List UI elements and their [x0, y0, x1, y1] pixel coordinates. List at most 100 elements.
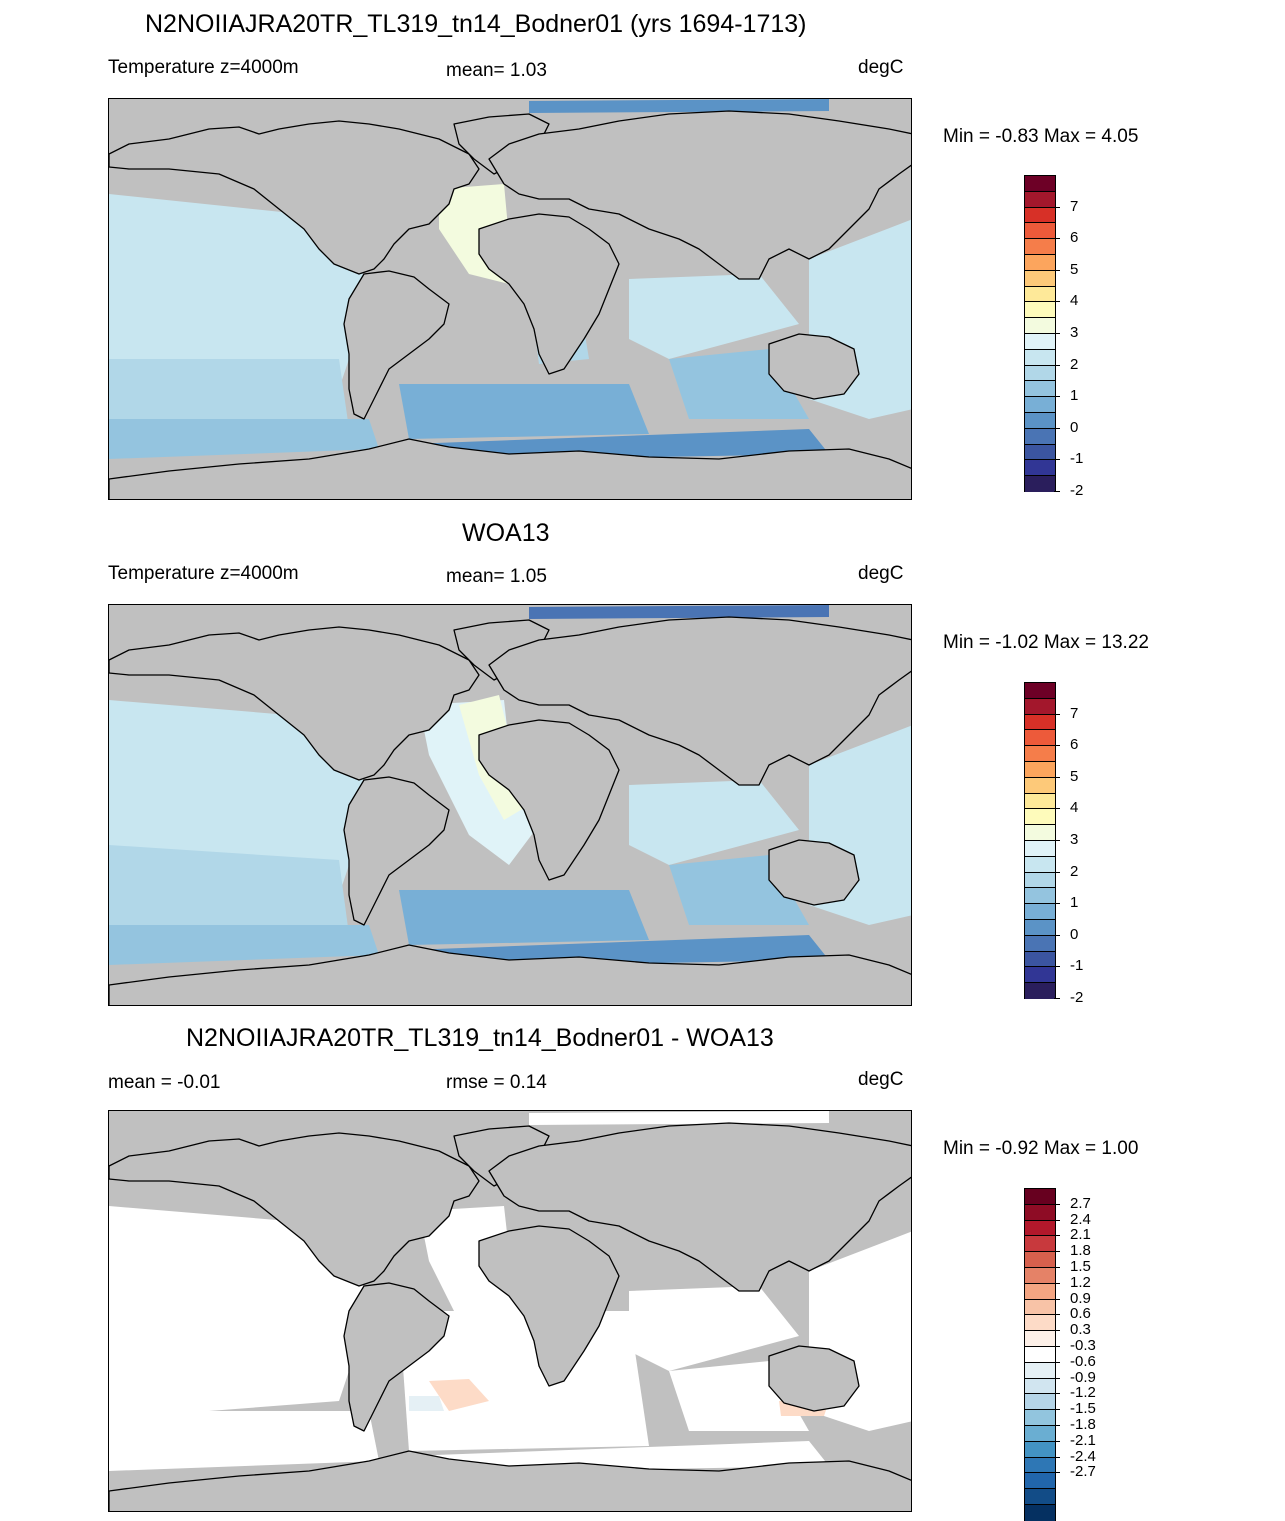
- colorbar-tick: [1054, 269, 1060, 271]
- colorbar-swatch: [1024, 333, 1056, 350]
- panel-2-units-label: degC: [858, 563, 904, 584]
- colorbar-swatch: [1024, 1235, 1056, 1253]
- coastline-eurasia: [488, 616, 911, 786]
- ocean-value-region: [429, 1379, 489, 1411]
- colorbar-swatch: [1024, 934, 1056, 952]
- colorbar-tick: [1054, 1251, 1060, 1253]
- colorbar-tick: [1054, 1425, 1060, 1426]
- colorbar-tick: [1054, 1456, 1060, 1458]
- colorbar-swatch: [1024, 238, 1056, 255]
- coastline-northAmerica: [109, 120, 480, 275]
- coastline-eurasia: [488, 110, 911, 280]
- colorbar-swatch: [1024, 1377, 1056, 1395]
- colorbar-tick-label: 2.7: [1070, 1194, 1091, 1212]
- colorbar-swatch: [1024, 412, 1056, 429]
- colorbar-tick-label: -1.8: [1070, 1416, 1096, 1433]
- colorbar-tick-label: 5: [1070, 767, 1079, 785]
- colorbar-swatch: [1024, 475, 1056, 492]
- colorbar-swatch: [1024, 1330, 1056, 1347]
- colorbar-swatch: [1024, 1488, 1056, 1505]
- colorbar-tick: [1054, 1393, 1060, 1395]
- colorbar-tick-label: 2.4: [1070, 1210, 1091, 1228]
- ocean-value-region: [109, 419, 379, 459]
- colorbar-tick-label: 1: [1070, 387, 1079, 405]
- colorbar-tick: [1054, 1298, 1060, 1300]
- colorbar-tick-label: -0.3: [1070, 1337, 1096, 1354]
- colorbar-swatch: [1024, 1393, 1056, 1411]
- colorbar-swatch: [1024, 396, 1056, 413]
- panel-3-title: N2NOIIAJRA20TR_TL319_tn14_Bodner01 - WOA…: [186, 1024, 774, 1052]
- colorbar-swatch: [1024, 982, 1056, 999]
- panel-3-units-label: degC: [858, 1069, 904, 1090]
- colorbar-tick-label: -1: [1070, 450, 1084, 468]
- coastline-southAmerica: [343, 776, 450, 926]
- colorbar-tick: [1054, 491, 1060, 492]
- colorbar-tick-label: 0.9: [1070, 1289, 1091, 1307]
- colorbar-tick-label: 2: [1070, 355, 1079, 373]
- colorbar-tick: [1054, 238, 1060, 240]
- colorbar-tick: [1054, 934, 1060, 936]
- colorbar-tick: [1054, 1219, 1060, 1221]
- colorbar-swatch: [1024, 1251, 1056, 1268]
- colorbar-tick-label: -1.5: [1070, 1400, 1096, 1418]
- colorbar-swatch: [1024, 697, 1056, 715]
- colorbar-swatch: [1024, 776, 1056, 794]
- colorbar-swatch: [1024, 317, 1056, 334]
- colorbar-tick-label: 3: [1070, 324, 1079, 341]
- colorbar-swatch: [1024, 903, 1056, 920]
- colorbar-tick: [1054, 840, 1060, 841]
- colorbar-tick-label: 4: [1070, 799, 1079, 817]
- panel-2-map: [108, 604, 912, 1006]
- colorbar-swatch: [1024, 1409, 1056, 1426]
- ocean-value-region: [109, 194, 369, 399]
- colorbar-swatch: [1024, 824, 1056, 841]
- panel-1-mean-label: mean= 1.03: [446, 60, 547, 81]
- ocean-value-region: [629, 780, 799, 865]
- panel-3-rmse-label: rmse = 0.14: [446, 1072, 547, 1093]
- colorbar-swatch: [1024, 1456, 1056, 1474]
- colorbar-tick-label: -2.4: [1070, 1447, 1096, 1465]
- colorbar-tick-label: 1: [1070, 894, 1079, 912]
- ocean-value-region: [409, 1396, 444, 1411]
- colorbar-swatch: [1024, 761, 1056, 778]
- colorbar-tick-label: 6: [1070, 736, 1079, 754]
- colorbar-tick: [1054, 1472, 1060, 1474]
- ocean-value-region: [419, 700, 539, 865]
- colorbar-tick: [1054, 1409, 1060, 1411]
- colorbar-tick: [1054, 713, 1060, 715]
- colorbar-tick: [1054, 333, 1060, 334]
- colorbar-swatch: [1024, 1282, 1056, 1300]
- colorbar-swatch: [1024, 380, 1056, 398]
- panel-2-variable-label: Temperature z=4000m: [108, 563, 299, 584]
- coastline-southAmerica: [343, 270, 450, 420]
- colorbar-tick: [1054, 1361, 1060, 1363]
- colorbar-swatch: [1024, 1346, 1056, 1363]
- coastline-australia: [768, 1345, 860, 1412]
- panel-1-map: [108, 98, 912, 500]
- colorbar-swatch: [1024, 175, 1056, 192]
- colorbar-tick-label: 0.3: [1070, 1321, 1091, 1339]
- colorbar-tick: [1054, 1203, 1060, 1205]
- ocean-value-region: [399, 890, 649, 945]
- colorbar-tick-label: -2: [1070, 989, 1084, 1006]
- colorbar-swatch: [1024, 1504, 1056, 1521]
- colorbar-swatch: [1024, 364, 1056, 382]
- ocean-value-region: [409, 1441, 829, 1473]
- colorbar-tick-label: -1.2: [1070, 1384, 1096, 1402]
- panel-2-minmax-label: Min = -1.02 Max = 13.22: [943, 632, 1149, 653]
- ocean-value-region: [529, 605, 829, 619]
- panel-3-colorbar: 2.7 2.4 2.1 1.8 1.5 1.2 0.9 0.6 0.3 -0.3 -0.6 -0.9-…: [1024, 1188, 1096, 1521]
- colorbar-tick-label: 3: [1070, 831, 1079, 848]
- colorbar-swatch: [1024, 792, 1056, 810]
- panel-1-title: N2NOIIAJRA20TR_TL319_tn14_Bodner01 (yrs …: [145, 10, 807, 38]
- coastline-australia: [768, 333, 860, 400]
- colorbar-swatch: [1024, 1361, 1056, 1379]
- ocean-value-region: [409, 935, 829, 967]
- colorbar-swatch: [1024, 459, 1056, 477]
- colorbar-tick: [1054, 1440, 1060, 1442]
- panel-1-variable-label: Temperature z=4000m: [108, 57, 299, 78]
- colorbar-tick-label: -0.6: [1070, 1352, 1096, 1370]
- ocean-value-region: [529, 1111, 829, 1125]
- colorbar-swatch: [1024, 190, 1056, 208]
- colorbar-swatch: [1024, 855, 1056, 873]
